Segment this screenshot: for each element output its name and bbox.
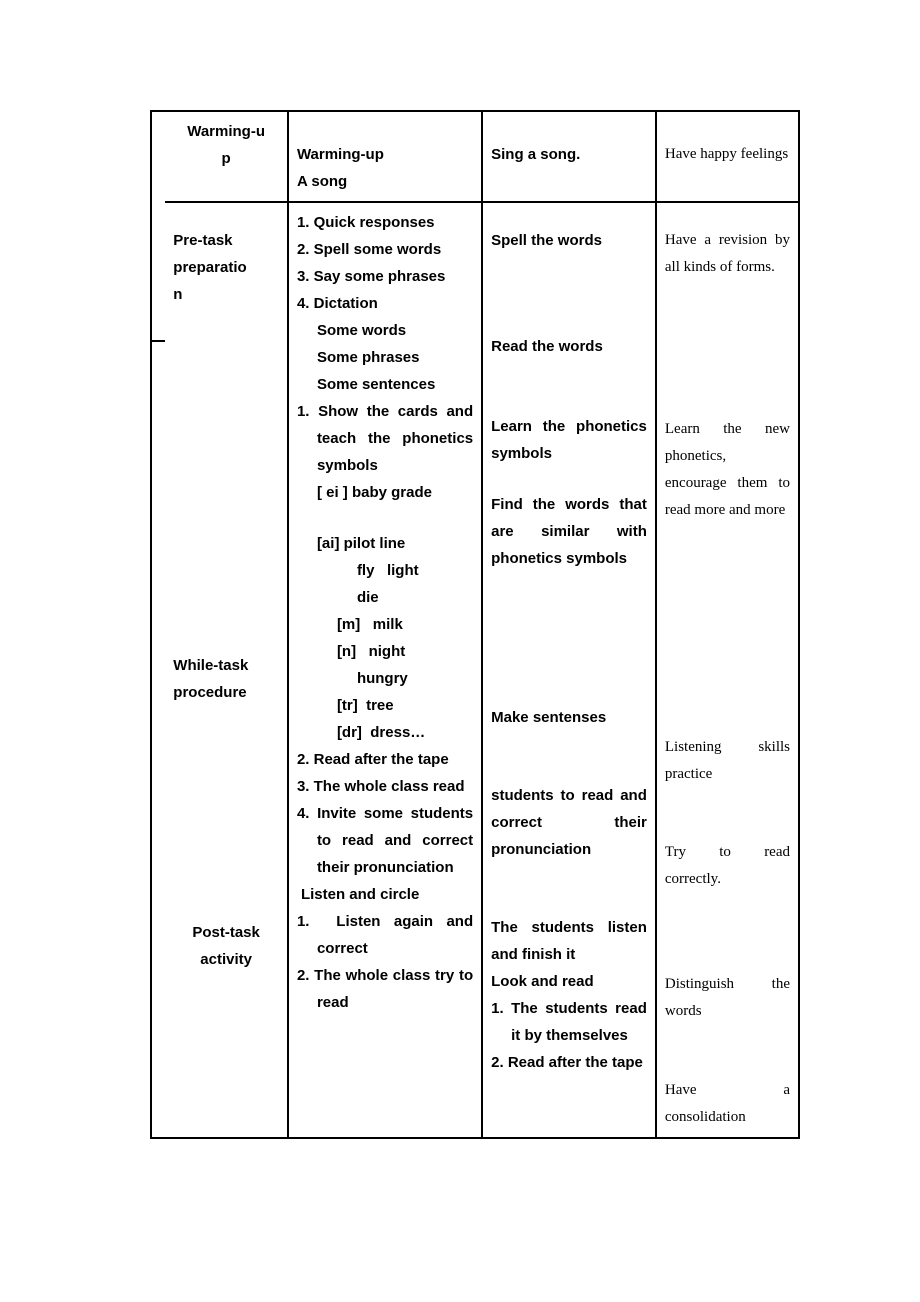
ph-line: hungry — [317, 665, 473, 692]
student-text: Read the words — [491, 333, 647, 360]
ph-line: [ ei ] baby grade — [297, 479, 473, 506]
spacer-cell — [151, 341, 165, 1138]
li-text: The whole class read — [314, 778, 465, 795]
li-text: The whole class try to read — [314, 967, 473, 1011]
li-text: Quick responses — [314, 214, 435, 231]
purpose-text: Learn the new phonetics, encourage them … — [665, 416, 790, 524]
li: 2. — [491, 1054, 508, 1071]
li-text: Read after the tape — [314, 751, 449, 768]
teacher-cell: 1. Quick responses 2. Spell some words 3… — [288, 202, 482, 1139]
li-text: Dictation — [314, 295, 378, 312]
purpose-text: Listening skills practice — [665, 734, 790, 788]
stage-cell: Pre-task preparation — [165, 202, 288, 342]
li: 1. — [491, 1000, 511, 1017]
li: 2. — [297, 241, 314, 258]
li: 2. — [297, 967, 314, 984]
li-text: Spell some words — [314, 241, 442, 258]
post-title: Listen and circle — [297, 881, 473, 908]
student-text: students to read and correct their pronu… — [491, 782, 647, 863]
student-text: Sing a song. — [491, 146, 580, 163]
student-text: Find the words that are similar with pho… — [491, 491, 647, 572]
stage-label: Post-task activity — [173, 919, 279, 973]
li-text: The students read it by themselves — [511, 1000, 647, 1044]
li: 4. — [297, 295, 314, 312]
ph-line: [ai] pilot line — [317, 530, 473, 557]
li-text: Read after the tape — [508, 1054, 643, 1071]
lesson-plan-table: Warming-up Warming-upA song Sing a song.… — [150, 110, 800, 1139]
purpose-text: Distinguish the words — [665, 971, 790, 1025]
ph-line: fly light — [317, 557, 473, 584]
li-text: Listen again and correct — [317, 913, 473, 957]
table-row: Warming-up Warming-upA song Sing a song.… — [151, 111, 799, 202]
student-text: Spell the words — [491, 227, 647, 254]
student-cell: Sing a song. — [482, 111, 656, 202]
li: 1. — [297, 214, 314, 231]
purpose-text: Have a revision by all kinds of forms. — [665, 227, 790, 281]
li-text: Show the cards and teach the phonetics s… — [317, 403, 473, 474]
lesson-plan-page: Warming-up Warming-upA song Sing a song.… — [0, 0, 920, 1249]
ph-line: [tr] tree — [317, 692, 473, 719]
purpose-cell: Have a revision by all kinds of forms. L… — [656, 202, 799, 1139]
li: 1. — [297, 913, 336, 930]
student-text: The students listen and finish it — [491, 914, 647, 968]
li: 3. — [297, 268, 314, 285]
spacer-cell — [151, 111, 165, 341]
purpose-text: Try to read correctly. — [665, 839, 790, 893]
li: 3. — [297, 778, 314, 795]
table-row: Pre-task preparation 1. Quick responses … — [151, 202, 799, 342]
teacher-cell: Warming-upA song — [288, 111, 482, 202]
stage-label: Pre-task preparation — [173, 232, 246, 303]
stage-label: While-task procedure — [173, 657, 248, 701]
teacher-extra: Some wordsSome phrasesSome sentences — [297, 317, 473, 398]
ph-line: die — [317, 584, 473, 611]
purpose-cell: Have happy feelings — [656, 111, 799, 202]
stage-cell: While-task procedure Post-task activity — [165, 341, 288, 1138]
li-text: Invite some students to read and correct… — [317, 805, 473, 876]
purpose-text: Have a consolidation — [665, 1077, 790, 1131]
stage-cell: Warming-up — [165, 111, 288, 202]
ph-line: [n] night — [317, 638, 473, 665]
student-text: Make sentenses — [491, 704, 647, 731]
li: 1. — [297, 403, 318, 420]
student-text: Look and read — [491, 968, 647, 995]
ph-line: [dr] dress… — [317, 719, 473, 746]
teacher-text: Warming-upA song — [297, 146, 384, 190]
li: 2. — [297, 751, 314, 768]
ph-line: [m] milk — [317, 611, 473, 638]
li-text: Say some phrases — [314, 268, 446, 285]
stage-label: Warming-up — [187, 123, 265, 167]
ph-block: [ai] pilot line fly light die [m] milk [… — [297, 530, 473, 746]
purpose-text: Have happy feelings — [665, 146, 788, 162]
student-text: Learn the phonetics symbols — [491, 413, 647, 467]
student-cell: Spell the words Read the words Learn the… — [482, 202, 656, 1139]
li: 4. — [297, 805, 317, 822]
